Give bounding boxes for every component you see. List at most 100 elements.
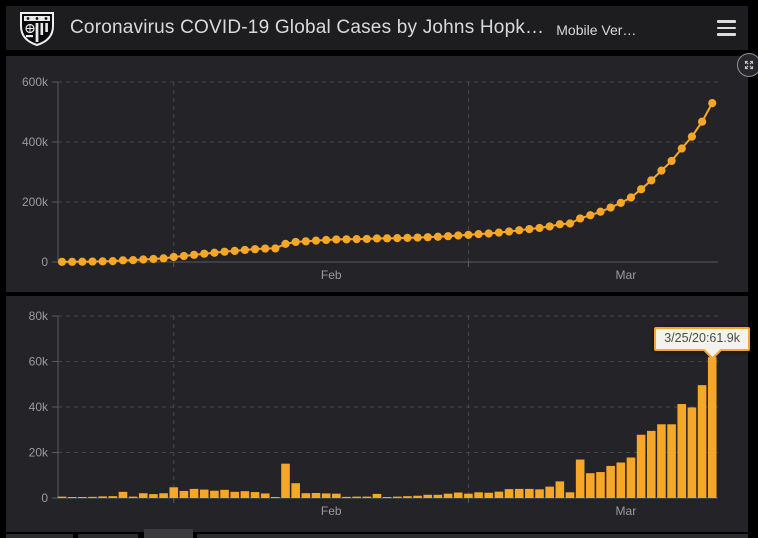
data-point[interactable] xyxy=(657,166,666,175)
bar[interactable] xyxy=(271,497,280,498)
bar[interactable] xyxy=(78,497,87,498)
bar[interactable] xyxy=(321,493,331,498)
data-point[interactable] xyxy=(98,257,107,266)
data-point[interactable] xyxy=(555,220,564,229)
bar[interactable] xyxy=(57,496,67,498)
bar[interactable] xyxy=(392,496,402,498)
data-point[interactable] xyxy=(697,117,707,126)
data-point[interactable] xyxy=(220,247,229,256)
data-point[interactable] xyxy=(311,236,321,245)
data-point[interactable] xyxy=(596,207,605,216)
bar[interactable] xyxy=(332,493,341,498)
bar[interactable] xyxy=(98,496,107,498)
bar[interactable] xyxy=(179,490,189,498)
bar[interactable] xyxy=(260,493,270,498)
bar[interactable] xyxy=(545,486,554,498)
bar[interactable] xyxy=(586,473,595,498)
bar[interactable] xyxy=(199,489,209,498)
bar[interactable] xyxy=(189,488,199,498)
data-point[interactable] xyxy=(433,232,443,241)
data-point[interactable] xyxy=(586,211,595,220)
bar[interactable] xyxy=(697,385,707,498)
bar[interactable] xyxy=(494,491,504,498)
data-point[interactable] xyxy=(129,256,138,265)
data-point[interactable] xyxy=(108,257,117,266)
bar[interactable] xyxy=(108,496,118,498)
bar[interactable] xyxy=(636,434,646,498)
data-point[interactable] xyxy=(687,132,697,141)
bar[interactable] xyxy=(128,496,138,498)
data-point[interactable] xyxy=(443,232,453,241)
bar[interactable] xyxy=(677,404,687,498)
bar[interactable] xyxy=(382,497,392,498)
bar[interactable] xyxy=(657,424,666,498)
data-point[interactable] xyxy=(515,226,524,235)
bar[interactable] xyxy=(281,463,290,498)
bar[interactable] xyxy=(423,494,433,498)
data-point[interactable] xyxy=(626,193,636,202)
bar[interactable] xyxy=(707,357,717,498)
bar[interactable] xyxy=(596,472,605,498)
daily-cases-chart[interactable]: 0 20k 40k 60k 80k Feb Mar xyxy=(6,296,748,532)
data-point[interactable] xyxy=(606,203,615,212)
data-point[interactable] xyxy=(484,229,493,238)
data-point[interactable] xyxy=(139,255,148,264)
data-point[interactable] xyxy=(474,230,483,239)
bar[interactable] xyxy=(230,491,240,498)
data-point[interactable] xyxy=(667,156,676,166)
bar[interactable] xyxy=(535,489,544,498)
data-point[interactable] xyxy=(372,234,382,243)
bar[interactable] xyxy=(606,465,615,498)
data-point[interactable] xyxy=(291,237,300,247)
data-point[interactable] xyxy=(322,235,331,245)
bar[interactable] xyxy=(88,496,97,498)
bar[interactable] xyxy=(372,493,382,498)
bar[interactable] xyxy=(250,492,260,498)
data-point[interactable] xyxy=(210,248,219,257)
bar[interactable] xyxy=(616,462,626,498)
bar[interactable] xyxy=(464,493,473,498)
bar[interactable] xyxy=(413,495,422,498)
data-point[interactable] xyxy=(342,235,351,244)
bar[interactable] xyxy=(301,493,311,498)
bar[interactable] xyxy=(240,491,250,498)
data-point[interactable] xyxy=(159,254,168,263)
bar[interactable] xyxy=(210,490,219,498)
bar[interactable] xyxy=(433,494,443,498)
data-point[interactable] xyxy=(301,237,310,246)
data-point[interactable] xyxy=(504,227,514,236)
bar[interactable] xyxy=(514,488,524,498)
data-point[interactable] xyxy=(413,233,422,242)
data-point[interactable] xyxy=(352,235,361,244)
bar[interactable] xyxy=(667,424,676,498)
data-point[interactable] xyxy=(423,233,432,242)
data-point[interactable] xyxy=(362,234,371,244)
bar[interactable] xyxy=(565,492,575,498)
data-point[interactable] xyxy=(616,198,625,207)
data-point[interactable] xyxy=(281,239,290,248)
data-point[interactable] xyxy=(403,233,412,242)
data-point[interactable] xyxy=(637,185,646,194)
data-point[interactable] xyxy=(250,245,260,254)
data-point[interactable] xyxy=(78,257,87,266)
bar[interactable] xyxy=(67,497,77,498)
bar[interactable] xyxy=(311,492,321,498)
bar[interactable] xyxy=(687,407,697,498)
hamburger-menu-icon[interactable] xyxy=(711,14,742,42)
data-point[interactable] xyxy=(383,234,392,243)
bar[interactable] xyxy=(575,459,585,498)
bar[interactable] xyxy=(342,496,351,498)
bar[interactable] xyxy=(149,494,158,498)
bar[interactable] xyxy=(352,496,361,498)
data-point[interactable] xyxy=(88,257,97,266)
data-point[interactable] xyxy=(647,176,656,185)
bar[interactable] xyxy=(169,487,179,498)
data-point[interactable] xyxy=(535,223,544,233)
bar[interactable] xyxy=(484,492,494,498)
data-point[interactable] xyxy=(545,222,554,231)
data-point[interactable] xyxy=(149,254,158,264)
data-point[interactable] xyxy=(525,224,534,234)
data-point[interactable] xyxy=(169,252,178,262)
bar[interactable] xyxy=(504,489,514,498)
data-point[interactable] xyxy=(118,256,128,265)
